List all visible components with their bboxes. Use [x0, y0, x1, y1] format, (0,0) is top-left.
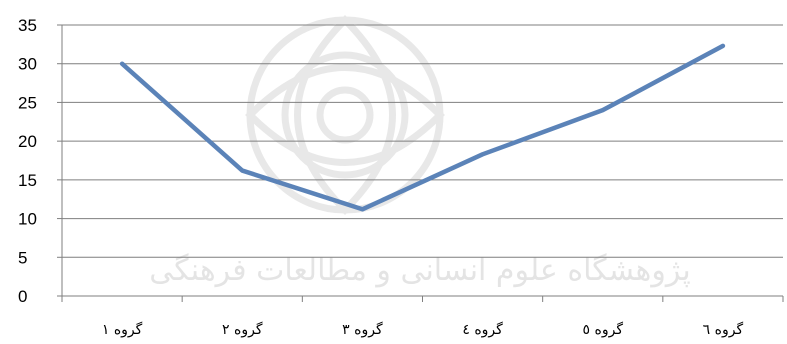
y-tick-label: 25	[18, 93, 37, 112]
y-tick-label: 30	[18, 55, 37, 74]
y-tick-label: 5	[18, 248, 27, 267]
y-tick-label: 35	[18, 16, 37, 35]
x-tick-label: گروه ۳	[342, 321, 383, 338]
watermark-text: پژوهشگاه علوم انسانی و مطالعات فرهنگی	[149, 253, 691, 288]
x-tick-label: گروه ۲	[222, 321, 263, 338]
watermark-logo: پژوهشگاه علوم انسانی و مطالعات فرهنگی	[149, 15, 691, 288]
series-line	[119, 43, 726, 212]
y-axis-ticks: 0 5 10 15 20 25 30 35	[18, 16, 37, 306]
x-tick-label: گروه ۱	[102, 321, 143, 338]
axes	[57, 24, 784, 302]
y-tick-label: 15	[18, 171, 37, 190]
y-tick-label: 20	[18, 132, 37, 151]
x-tick-label: گروه ٤	[462, 321, 503, 338]
y-tick-label: 10	[18, 210, 37, 229]
y-tick-label: 0	[18, 287, 27, 306]
x-tick-label: گروه ٦	[703, 321, 744, 338]
x-axis-ticks: گروه ۱ گروه ۲ گروه ۳ گروه ٤ گروه ٥ گروه ٦	[102, 321, 744, 338]
x-tick-label: گروه ٥	[583, 321, 624, 338]
series	[119, 43, 726, 212]
